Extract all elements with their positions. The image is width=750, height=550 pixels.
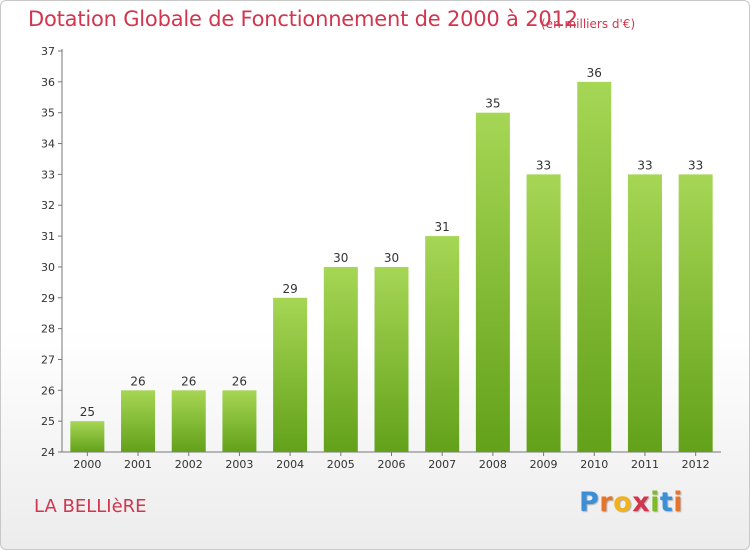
x-tick-label-2005: 2005 xyxy=(327,458,355,471)
x-tick-label-2002: 2002 xyxy=(175,458,203,471)
data-label-2000: 25 xyxy=(80,405,95,419)
logo-letter: i xyxy=(650,487,660,518)
x-tick-label-2007: 2007 xyxy=(428,458,456,471)
chart-data-labels: 25 26 26 26 29 30 30 31 35 33 36 33 33 xyxy=(80,66,704,419)
data-label-2004: 29 xyxy=(282,282,297,296)
logo-letter: t xyxy=(659,487,674,518)
commune-name: LA BELLIèRE xyxy=(34,496,147,517)
data-label-2005: 30 xyxy=(333,251,348,265)
y-tick-label: 32 xyxy=(41,199,55,212)
bar-2009 xyxy=(526,174,561,452)
data-label-2008: 35 xyxy=(485,97,500,111)
x-tick-label-2006: 2006 xyxy=(378,458,406,471)
x-tick-label-2003: 2003 xyxy=(225,458,253,471)
bar-2004 xyxy=(273,297,308,452)
bar-2000 xyxy=(70,421,105,452)
x-tick-label-2010: 2010 xyxy=(580,458,608,471)
bar-2005 xyxy=(323,266,358,452)
logo-letter: x xyxy=(632,487,651,518)
data-label-2007: 31 xyxy=(435,220,450,234)
data-label-2001: 26 xyxy=(130,374,145,388)
y-tick-label: 24 xyxy=(41,446,55,459)
bar-2006 xyxy=(374,266,409,452)
bar-2003 xyxy=(222,390,257,452)
y-tick-label: 27 xyxy=(41,353,55,366)
y-tick-label: 29 xyxy=(41,292,55,305)
y-tick-label: 31 xyxy=(41,230,55,243)
data-label-2003: 26 xyxy=(232,374,247,388)
x-tick-label-2009: 2009 xyxy=(530,458,558,471)
data-label-2002: 26 xyxy=(181,374,196,388)
proxiti-logo: Proxiti xyxy=(579,487,683,518)
data-label-2009: 33 xyxy=(536,158,551,172)
y-tick-label: 25 xyxy=(41,415,55,428)
logo-letter: P xyxy=(579,487,600,518)
y-tick-label: 34 xyxy=(41,138,55,151)
data-label-2011: 33 xyxy=(637,158,652,172)
bar-2001 xyxy=(121,390,156,452)
y-tick-label: 37 xyxy=(41,45,55,58)
x-tick-label-2001: 2001 xyxy=(124,458,152,471)
chart-bars xyxy=(70,81,713,452)
y-tick-label: 36 xyxy=(41,76,55,89)
data-label-2012: 33 xyxy=(688,158,703,172)
bar-2010 xyxy=(577,81,612,452)
chart-subtitle: (en milliers d'€) xyxy=(541,17,636,31)
bar-2007 xyxy=(425,236,460,452)
x-tick-label-2012: 2012 xyxy=(682,458,710,471)
data-label-2006: 30 xyxy=(384,251,399,265)
x-tick-label-2011: 2011 xyxy=(631,458,659,471)
chart-title: Dotation Globale de Fonctionnement de 20… xyxy=(28,7,578,31)
x-tick-label-2000: 2000 xyxy=(73,458,101,471)
x-tick-label-2004: 2004 xyxy=(276,458,304,471)
y-tick-label: 26 xyxy=(41,384,55,397)
bar-2002 xyxy=(171,390,206,452)
chart-axes: 24 25 26 27 28 29 30 31 32 33 34 35 36 37 2000 2001 2002… xyxy=(41,45,721,471)
y-tick-label: 33 xyxy=(41,168,55,181)
y-tick-label: 28 xyxy=(41,323,55,336)
y-tick-label: 30 xyxy=(41,261,55,274)
y-tick-label: 35 xyxy=(41,107,55,120)
data-label-2010: 36 xyxy=(587,66,602,80)
bar-2012 xyxy=(678,174,713,452)
x-tick-label-2008: 2008 xyxy=(479,458,507,471)
logo-letter: r xyxy=(599,487,614,518)
bar-2008 xyxy=(475,112,510,452)
logo-letter: o xyxy=(613,487,633,518)
bar-2011 xyxy=(627,174,662,452)
logo-letter: i xyxy=(673,487,684,518)
